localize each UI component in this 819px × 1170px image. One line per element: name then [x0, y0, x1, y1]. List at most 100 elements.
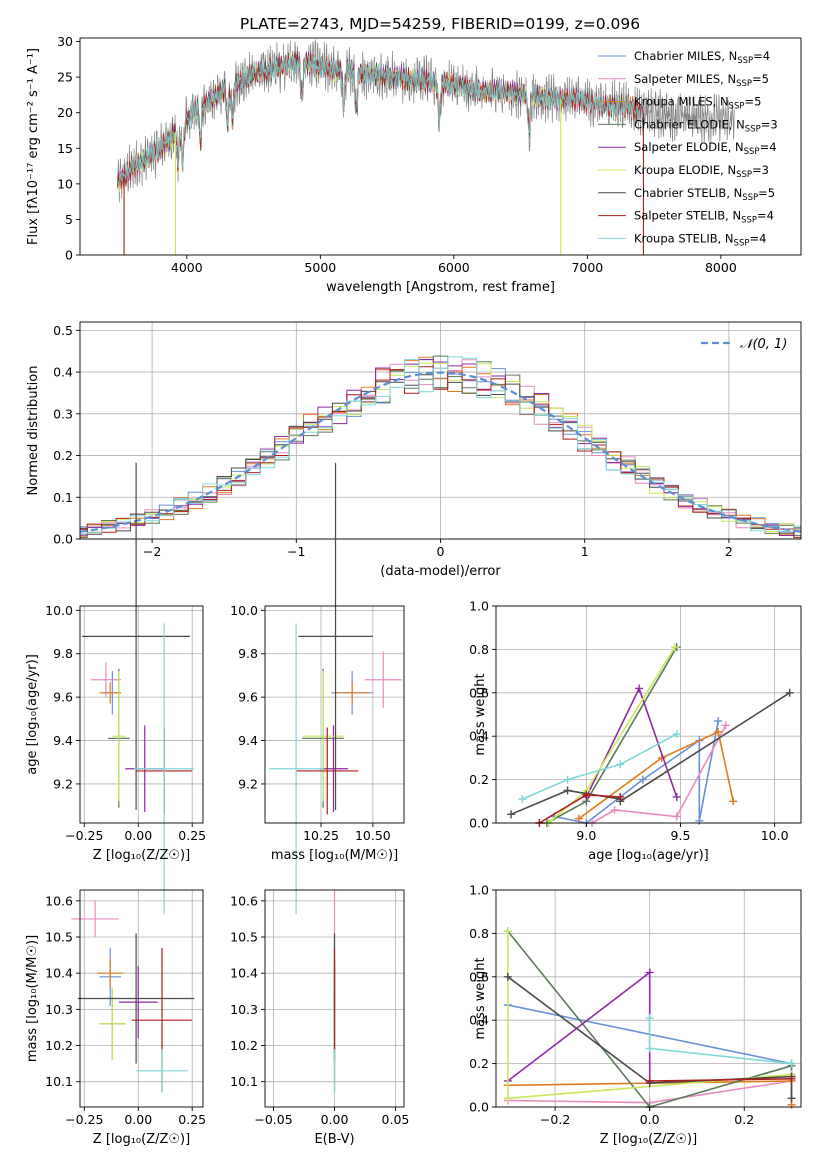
spectrum-ytick-label: 0 [65, 248, 73, 263]
weight-point [610, 805, 619, 814]
weight-line [522, 733, 678, 800]
errorbar-kroupa-elodie [99, 987, 126, 1060]
legend-label-end: =3 [761, 117, 778, 131]
legend-label-sub: SSP [736, 170, 752, 180]
weight-series-kroupa-miles [574, 727, 738, 823]
errorbar-salpeter-miles [364, 651, 402, 708]
legend-label-sub: SSP [741, 216, 757, 226]
weight_vs_age-axes: 9.0 9.5 10.0 0.0 0.2 0.4 0.6 0.8 1.0 age [log₁₀(a… [469, 599, 802, 863]
spectrum-xtick-label: 5000 [304, 260, 336, 275]
age_vs_mass-grid [265, 606, 404, 823]
legend-label-main: Salpeter MILES, N [634, 72, 736, 86]
weight_vs_age-panel: 9.0 9.5 10.0 0.0 0.2 0.4 0.6 0.8 1.0 age [log₁₀(a… [469, 599, 802, 863]
age_vs_Z-axes: −0.25 0.00 0.25 9.2 9.4 9.6 9.8 10.0 Z [log₁₀(Z/… [25, 603, 206, 863]
weight_vs_Z-ytick-label: 0.4 [469, 1013, 489, 1028]
weight-point [645, 1076, 654, 1085]
legend-label-salpeter-stelib: Salpeter STELIB, NSSP=4 [634, 209, 774, 226]
errorbar-chabrier-stelib [298, 462, 373, 810]
age_vs_Z-xtick-label: 0.25 [178, 828, 206, 843]
legend-label-normal: 𝒩(0, 1) [740, 337, 787, 352]
weight-point [787, 1094, 796, 1103]
residuals-panel: −2 −1 0 1 2 0.0 0.1 0.2 0.3 0.4 0.5 (data-model)/er… [26, 321, 802, 579]
legend-label-main: Kroupa STELIB, N [634, 231, 734, 245]
age_vs_mass-ytick-label: 9.6 [238, 690, 258, 705]
weight-point [695, 816, 704, 825]
age_vs_Z-grid [80, 606, 203, 823]
weight_vs_age-ytick-label: 1.0 [469, 599, 489, 614]
mass_vs_Z-axes: −0.25 0.00 0.25 10.1 10.2 10.3 10.4 10.5 10.6 Z [… [25, 889, 206, 1147]
weight-line [649, 1078, 792, 1082]
legend-label-end: =5 [752, 72, 769, 86]
age_vs_Z-xlabel: Z [log₁₀(Z/Z☉)] [93, 848, 190, 863]
weight-point [503, 972, 512, 981]
mass_vs_Z-ytick-label: 10.6 [45, 893, 73, 908]
age_vs_mass-ytick-label: 9.4 [238, 733, 258, 748]
weight_vs_age-frame [495, 605, 802, 824]
age_vs_Z-ytick-label: 9.2 [53, 776, 73, 791]
weight_vs_age-ylabel: mass weight [473, 673, 488, 755]
weight-point [503, 927, 512, 936]
weight_vs_Z-axes: −0.2 0.0 0.2 0.0 0.2 0.4 0.6 0.8 1.0 Z [log₁₀(Z/Z… [469, 883, 802, 1147]
weight_vs_age-ytick-label: 0.2 [469, 772, 489, 787]
legend-label-kroupa-miles: Kroupa MILES, NSSP=5 [634, 95, 761, 112]
mass_vs_Z-ytick-label: 10.3 [45, 1002, 73, 1017]
age_vs_Z-panel: −0.25 0.00 0.25 9.2 9.4 9.6 9.8 10.0 Z [log₁₀(Z/… [25, 462, 206, 915]
residuals-ytick-label: 0.2 [53, 448, 73, 463]
age_vs_Z-frame [79, 605, 204, 824]
weight_vs_Z-ytick-label: 1.0 [469, 883, 489, 898]
weight_vs_Z-xtick-label: −0.2 [540, 1112, 570, 1127]
age_vs_mass-xtick-label: 10.50 [355, 828, 391, 843]
weight-point [503, 1094, 512, 1103]
mass_vs_Z-ytick-label: 10.1 [45, 1074, 73, 1089]
legend-label-chabrier-elodie: Chabrier ELODIE, NSSP=3 [634, 117, 778, 134]
spectrum-marks [117, 39, 735, 255]
mass_vs_EBV-axes: −0.05 0.00 0.05 10.1 10.2 10.3 10.4 10.5 10.6 E(B… [230, 889, 409, 1147]
weight-point [787, 1059, 796, 1068]
spectrum-ylabel: Flux [fλ10⁻¹⁷ erg cm⁻² s⁻¹ A⁻¹] [26, 48, 41, 245]
mass_vs_EBV-ytick-label: 10.2 [230, 1038, 258, 1053]
residuals-xtick-label: −1 [287, 544, 305, 559]
weight_vs_Z-ytick-label: 0.6 [469, 969, 489, 984]
errorbar-salpeter-elodie [318, 725, 348, 813]
spectrum-xtick-label: 7000 [571, 260, 603, 275]
residuals-ytick-label: 0.4 [53, 365, 73, 380]
spectrum-xtick-label: 8000 [705, 260, 737, 275]
spectrum-ytick-label: 5 [65, 212, 73, 227]
weight_vs_age-ytick-label: 0.4 [469, 729, 489, 744]
mass_vs_Z-marks [71, 900, 195, 1093]
mass_vs_EBV-ytick-label: 10.5 [230, 930, 258, 945]
weight-series-salpeter-stelib [645, 1074, 796, 1085]
age_vs_Z-ytick-label: 9.4 [53, 733, 73, 748]
errorbar-kroupa-miles [99, 681, 121, 704]
mass_vs_Z-frame [79, 889, 204, 1108]
legend-label-main: Salpeter ELODIE, N [634, 140, 744, 154]
spectrum-xlabel: wavelength [Angstrom, rest frame] [326, 280, 555, 295]
weight_vs_age-xtick-label: 10.0 [761, 828, 789, 843]
weight-point [645, 968, 654, 977]
mass_vs_Z-xlabel: Z [log₁₀(Z/Z☉)] [93, 1132, 190, 1147]
normal-curve [79, 371, 802, 533]
errorbar-salpeter-stelib [296, 727, 359, 815]
weight_vs_age-xlabel: age [log₁₀(age/yr)] [588, 848, 709, 863]
mass_vs_EBV-ytick-label: 10.4 [230, 966, 258, 981]
weight-point [635, 684, 644, 693]
mass_vs_Z-panel: −0.25 0.00 0.25 10.1 10.2 10.3 10.4 10.5 10.6 Z [… [25, 889, 206, 1147]
residuals-ytick-label: 0.0 [53, 532, 73, 547]
errorbar-kroupa-miles [335, 681, 369, 704]
residuals-xtick-label: 1 [581, 544, 589, 559]
age_vs_mass-ytick-label: 9.2 [238, 776, 258, 791]
mass_vs_Z-ytick-label: 10.4 [45, 966, 73, 981]
weight-point [670, 643, 679, 652]
age_vs_Z-ytick-label: 9.8 [53, 646, 73, 661]
legend-label-kroupa-stelib: Kroupa STELIB, NSSP=4 [634, 231, 766, 248]
spectrum-frame [79, 37, 802, 256]
legend-label-sub: SSP [736, 79, 752, 89]
errorbar-kroupa-stelib [133, 623, 195, 915]
residuals-ytick-label: 0.1 [53, 490, 73, 505]
errorbar-salpeter-miles [71, 900, 119, 938]
legend-label-main: Chabrier MILES, N [634, 49, 737, 63]
mass_vs_Z-ylabel: mass [log₁₀(M/M☉)] [25, 935, 40, 1062]
weight_vs_age-xtick-label: 9.5 [671, 828, 691, 843]
mass_vs_Z-ytick-label: 10.2 [45, 1038, 73, 1053]
errorbar-kroupa-elodie [302, 671, 344, 802]
